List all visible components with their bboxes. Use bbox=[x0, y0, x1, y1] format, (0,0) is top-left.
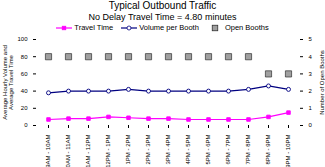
html-text:Typical Outbound Traffic: Typical Outbound Traffic bbox=[108, 0, 217, 11]
svg-text:20: 20 bbox=[21, 105, 28, 111]
svg-text:3PM - 4PM: 3PM - 4PM bbox=[165, 135, 171, 165]
svg-text:2: 2 bbox=[309, 88, 313, 94]
svg-text:12PM - 1PM: 12PM - 1PM bbox=[105, 134, 111, 167]
svg-text:Average Hourly Volume andAvera: Average Hourly Volume andAverage Travel … bbox=[2, 45, 14, 120]
svg-text:80: 80 bbox=[21, 54, 28, 60]
svg-text:8PM - 9PM: 8PM - 9PM bbox=[265, 135, 271, 165]
svg-text:100: 100 bbox=[17, 36, 28, 42]
svg-text:40: 40 bbox=[21, 88, 28, 94]
svg-text:60: 60 bbox=[21, 71, 28, 77]
svg-text:9PM - 10PM: 9PM - 10PM bbox=[285, 134, 291, 167]
svg-text:9AM - 10AM: 9AM - 10AM bbox=[45, 134, 51, 167]
svg-text:2PM - 3PM: 2PM - 3PM bbox=[145, 135, 151, 165]
svg-text:0: 0 bbox=[309, 122, 313, 128]
svg-text:3: 3 bbox=[309, 71, 313, 77]
html-text:Open Booths: Open Booths bbox=[224, 23, 269, 32]
svg-text:7PM - 8PM: 7PM - 8PM bbox=[245, 135, 251, 165]
svg-text:5PM - 6PM: 5PM - 6PM bbox=[205, 135, 211, 165]
svg-text:4: 4 bbox=[309, 54, 313, 60]
svg-text:4PM - 5PM: 4PM - 5PM bbox=[185, 135, 191, 165]
svg-text:Number of Open Booths: Number of Open Booths bbox=[319, 50, 325, 115]
svg-text:0: 0 bbox=[24, 122, 28, 128]
svg-text:6PM - 7PM: 6PM - 7PM bbox=[225, 135, 231, 165]
html-text:Volume per Booth: Volume per Booth bbox=[139, 23, 199, 32]
svg-text:11AM - 12PM: 11AM - 12PM bbox=[85, 134, 91, 167]
svg-text:5: 5 bbox=[309, 36, 313, 42]
html-text:Travel Time: Travel Time bbox=[74, 23, 114, 32]
html-text:No Delay Travel Time = 4.80 mi: No Delay Travel Time = 4.80 minutes bbox=[88, 12, 237, 22]
svg-text:1: 1 bbox=[309, 105, 313, 111]
svg-text:10AM - 11AM: 10AM - 11AM bbox=[65, 134, 71, 167]
svg-text:1PM - 2PM: 1PM - 2PM bbox=[125, 135, 131, 165]
